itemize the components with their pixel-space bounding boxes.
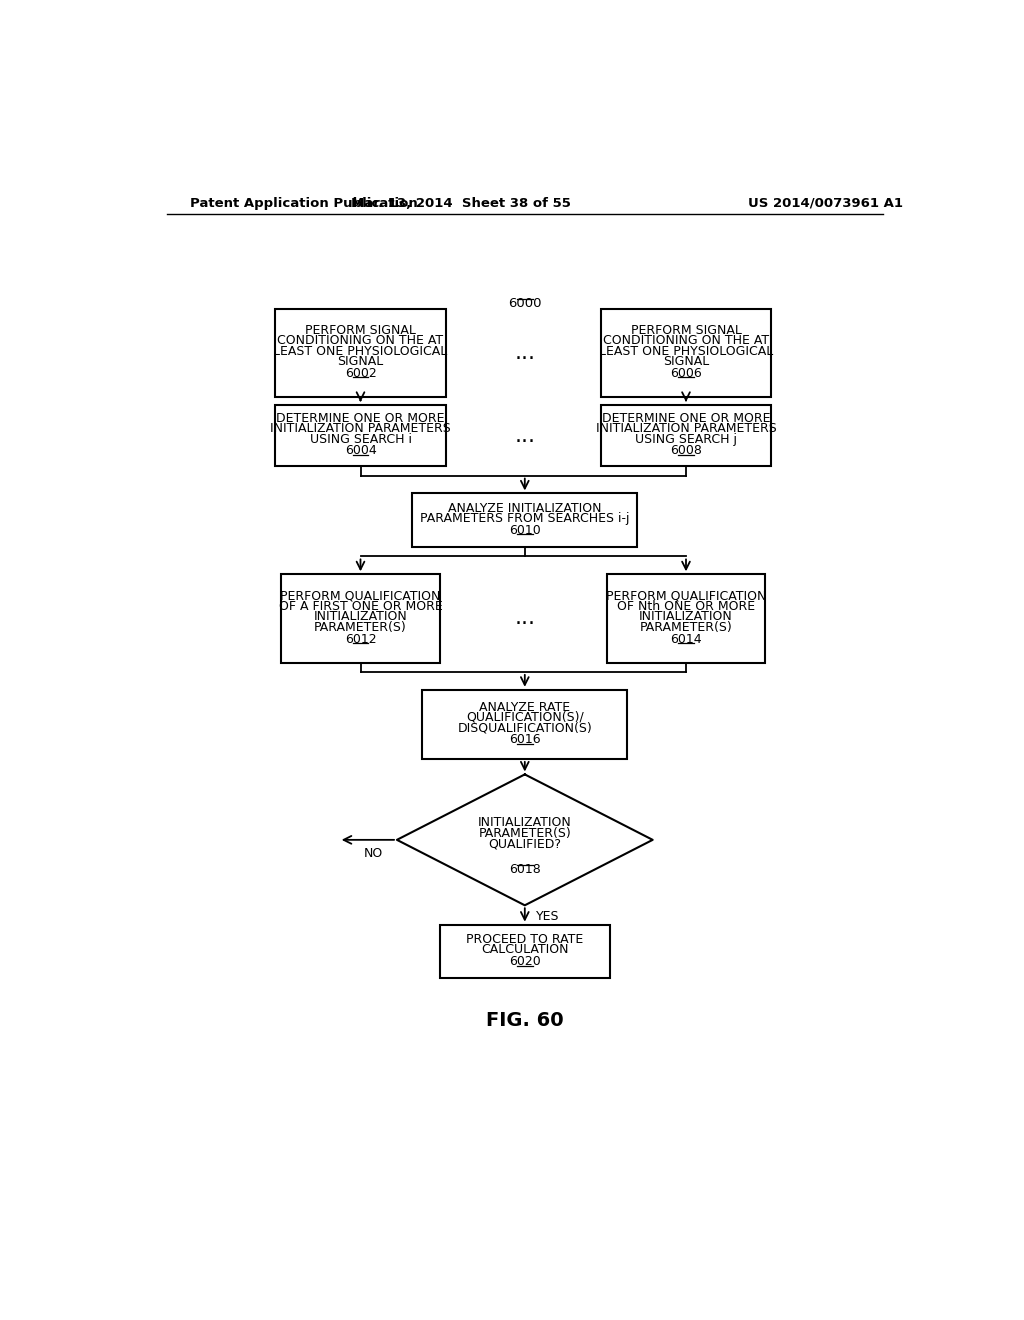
Text: 6018: 6018: [509, 863, 541, 875]
Text: DETERMINE ONE OR MORE: DETERMINE ONE OR MORE: [602, 412, 770, 425]
Text: QUALIFICATION(S)/: QUALIFICATION(S)/: [466, 711, 584, 723]
Text: PARAMETER(S): PARAMETER(S): [640, 620, 732, 634]
Text: NO: NO: [365, 847, 383, 861]
Text: 6016: 6016: [509, 733, 541, 746]
Text: CALCULATION: CALCULATION: [481, 944, 568, 956]
Bar: [606, 574, 765, 663]
Text: QUALIFIED?: QUALIFIED?: [488, 838, 561, 851]
Bar: [422, 689, 628, 759]
Text: PERFORM QUALIFICATION: PERFORM QUALIFICATION: [281, 590, 440, 602]
Text: INITIALIZATION: INITIALIZATION: [313, 610, 408, 623]
Text: PROCEED TO RATE: PROCEED TO RATE: [466, 933, 584, 946]
Text: ANALYZE RATE: ANALYZE RATE: [479, 701, 570, 714]
Text: SIGNAL: SIGNAL: [663, 355, 710, 368]
Text: ...: ...: [514, 425, 536, 446]
Text: OF Nth ONE OR MORE: OF Nth ONE OR MORE: [616, 599, 755, 612]
Text: DISQUALIFICATION(S): DISQUALIFICATION(S): [458, 721, 592, 734]
Text: INITIALIZATION PARAMETERS: INITIALIZATION PARAMETERS: [270, 422, 451, 436]
Text: PARAMETER(S): PARAMETER(S): [314, 620, 407, 634]
Text: ANALYZE INITIALIZATION: ANALYZE INITIALIZATION: [449, 502, 601, 515]
Text: CONDITIONING ON THE AT: CONDITIONING ON THE AT: [278, 334, 443, 347]
Text: YES: YES: [536, 909, 559, 923]
Text: 6014: 6014: [670, 632, 701, 645]
Text: LEAST ONE PHYSIOLOGICAL: LEAST ONE PHYSIOLOGICAL: [599, 345, 773, 358]
Text: 6012: 6012: [345, 632, 376, 645]
Text: FIG. 60: FIG. 60: [486, 1011, 563, 1031]
Text: PARAMETER(S): PARAMETER(S): [478, 828, 571, 841]
Bar: [281, 574, 440, 663]
Text: USING SEARCH j: USING SEARCH j: [635, 433, 737, 446]
Text: INITIALIZATION PARAMETERS: INITIALIZATION PARAMETERS: [596, 422, 776, 436]
Text: 6004: 6004: [345, 445, 377, 458]
Text: 6000: 6000: [508, 297, 542, 310]
Text: US 2014/0073961 A1: US 2014/0073961 A1: [748, 197, 903, 210]
Bar: [275, 309, 445, 397]
Bar: [601, 405, 771, 466]
Text: OF A FIRST ONE OR MORE: OF A FIRST ONE OR MORE: [279, 599, 442, 612]
Text: 6020: 6020: [509, 956, 541, 968]
Text: 6006: 6006: [670, 367, 701, 380]
Text: 6010: 6010: [509, 524, 541, 537]
Text: INITIALIZATION: INITIALIZATION: [478, 816, 571, 829]
Text: LEAST ONE PHYSIOLOGICAL: LEAST ONE PHYSIOLOGICAL: [273, 345, 447, 358]
Bar: [439, 924, 610, 978]
Bar: [275, 405, 445, 466]
Text: DETERMINE ONE OR MORE: DETERMINE ONE OR MORE: [276, 412, 444, 425]
Text: ...: ...: [514, 343, 536, 363]
Text: PERFORM SIGNAL: PERFORM SIGNAL: [305, 323, 416, 337]
Text: Patent Application Publication: Patent Application Publication: [190, 197, 418, 210]
Text: ...: ...: [514, 609, 536, 628]
Text: Mar. 13, 2014  Sheet 38 of 55: Mar. 13, 2014 Sheet 38 of 55: [351, 197, 571, 210]
Text: CONDITIONING ON THE AT: CONDITIONING ON THE AT: [603, 334, 769, 347]
Text: 6008: 6008: [670, 445, 701, 458]
Text: PARAMETERS FROM SEARCHES i-j: PARAMETERS FROM SEARCHES i-j: [420, 512, 630, 525]
Text: PERFORM SIGNAL: PERFORM SIGNAL: [631, 323, 741, 337]
Bar: [413, 494, 637, 548]
Text: PERFORM QUALIFICATION: PERFORM QUALIFICATION: [606, 590, 766, 602]
Bar: [601, 309, 771, 397]
Text: SIGNAL: SIGNAL: [337, 355, 384, 368]
Text: INITIALIZATION: INITIALIZATION: [639, 610, 733, 623]
Text: 6002: 6002: [345, 367, 377, 380]
Polygon shape: [397, 775, 652, 906]
Text: USING SEARCH i: USING SEARCH i: [309, 433, 412, 446]
